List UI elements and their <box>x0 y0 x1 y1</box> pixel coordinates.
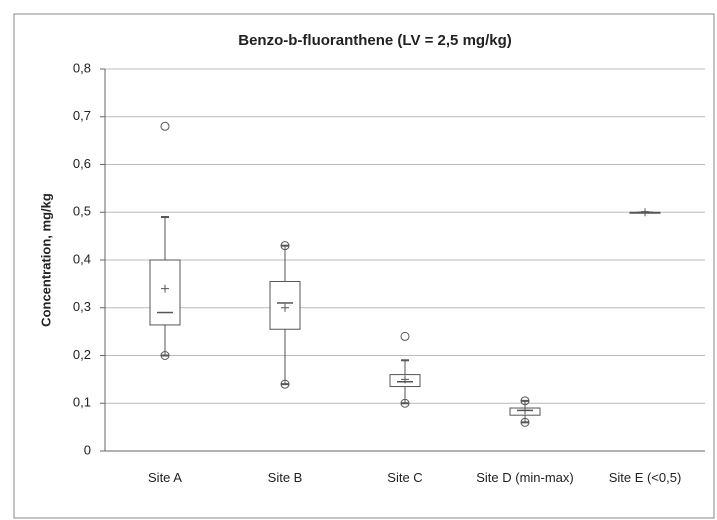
y-tick-label: 0,6 <box>73 156 91 171</box>
mean <box>281 303 289 312</box>
y-axis-label: Concentration, mg/kg <box>38 193 53 327</box>
y-tick-label: 0,7 <box>73 108 91 123</box>
x-tick-label: Site D (min-max) <box>476 470 574 485</box>
mean <box>641 208 649 217</box>
y-tick-label: 0,4 <box>73 251 91 266</box>
x-tick-label: Site A <box>148 470 182 485</box>
y-tick-label: 0,3 <box>73 299 91 314</box>
x-tick-label: Site B <box>267 470 303 485</box>
outlier <box>400 331 410 341</box>
y-tick-label: 0,8 <box>73 60 91 75</box>
outlier <box>520 417 530 427</box>
chart-title: Benzo-b-fluoranthene (LV = 2,5 mg/kg) <box>238 32 512 49</box>
outlier <box>160 121 170 131</box>
y-tick-label: 0 <box>84 442 91 457</box>
mean <box>161 284 169 293</box>
outlier <box>280 379 290 389</box>
mean <box>401 375 409 384</box>
outlier <box>280 241 290 251</box>
x-tick-label: Site E (<0,5) <box>608 470 682 485</box>
outlier <box>520 396 530 406</box>
y-tick-label: 0,2 <box>73 347 91 362</box>
outlier <box>400 398 410 408</box>
outlier <box>160 351 170 360</box>
mean <box>521 406 529 415</box>
x-tick-label: Site C <box>387 470 423 485</box>
y-tick-label: 0,5 <box>73 204 91 219</box>
y-tick-label: 0,1 <box>73 395 91 410</box>
chart-frame <box>13 13 715 519</box>
